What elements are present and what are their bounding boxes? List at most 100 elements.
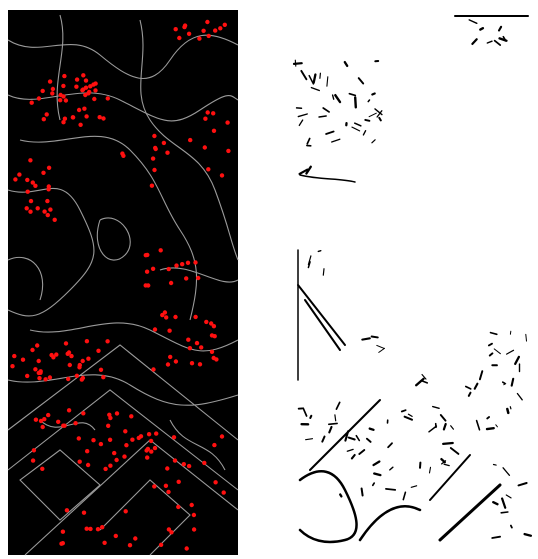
edge-fragment: [491, 535, 502, 539]
edge-fragment: [378, 116, 382, 122]
edge-fragment: [478, 370, 484, 381]
keypoint: [52, 217, 57, 222]
edge-fragment: [334, 93, 342, 104]
keypoint: [189, 502, 194, 508]
edge-fragment: [372, 460, 381, 467]
edge-fragment: [439, 414, 447, 422]
keypoint: [199, 345, 204, 350]
keypoint: [103, 466, 108, 472]
keypoint: [171, 435, 177, 440]
edge-fragment: [305, 438, 314, 441]
keypoint: [149, 449, 154, 454]
keypoint: [78, 122, 83, 128]
contour: [7, 187, 95, 317]
edge-fragment: [514, 355, 521, 366]
edge-fragment: [355, 434, 361, 442]
keypoint: [197, 36, 202, 41]
edge: [438, 483, 502, 542]
keypoint: [152, 327, 158, 332]
contour: [7, 34, 239, 79]
keypoint: [30, 347, 35, 353]
keypoint: [222, 22, 227, 27]
edge-fragment: [294, 59, 297, 67]
keypoint: [44, 112, 49, 117]
keypoint: [101, 375, 106, 380]
keypoint: [120, 151, 125, 156]
edge-fragment: [486, 416, 491, 420]
edge-fragment: [374, 108, 383, 116]
keypoint: [73, 421, 78, 426]
contour: [99, 479, 191, 556]
keypoint: [74, 77, 80, 82]
contour: [139, 19, 239, 261]
keypoint: [56, 419, 61, 424]
edge-fragment: [400, 409, 407, 413]
keypoint: [38, 418, 44, 424]
keypoint: [45, 198, 50, 204]
keypoint: [47, 79, 53, 84]
keypoint: [152, 484, 157, 489]
keypoint: [205, 110, 210, 115]
keypoint: [213, 480, 218, 485]
keypoint: [197, 362, 203, 367]
keypoint: [202, 460, 207, 466]
keypoint: [67, 362, 73, 368]
keypoint: [37, 376, 42, 381]
edge-fragment: [358, 449, 366, 455]
edge: [298, 470, 358, 544]
edge-fragment: [500, 511, 509, 514]
keypoint: [105, 339, 110, 344]
keypoint: [193, 314, 198, 320]
keypoint: [154, 431, 159, 436]
edge-fragment: [305, 165, 312, 175]
keypoint: [174, 263, 179, 268]
keypoint: [61, 83, 66, 89]
edge-fragment: [328, 425, 333, 434]
edge-fragment: [312, 73, 317, 84]
contour: [96, 217, 131, 261]
keypoint: [184, 546, 189, 551]
keypoint: [46, 184, 51, 189]
contour: [56, 14, 64, 121]
keypoint: [10, 364, 15, 369]
keypoint: [28, 158, 33, 163]
keypoint: [61, 120, 66, 125]
keypoint: [221, 490, 226, 495]
edge-fragment: [364, 118, 371, 122]
keypoint: [83, 92, 88, 98]
keypoint: [85, 449, 90, 454]
keypoint: [33, 367, 38, 372]
keypoint: [225, 120, 230, 125]
edge-fragment: [347, 436, 356, 441]
edge-fragment: [310, 86, 320, 92]
keypoint: [151, 367, 156, 372]
edge-fragment: [339, 493, 343, 498]
keypoint: [41, 170, 46, 175]
keypoint: [186, 337, 191, 342]
edge-fragment: [307, 261, 311, 269]
keypoint: [163, 483, 169, 488]
keypoint: [92, 96, 97, 102]
edge-fragment: [371, 482, 376, 487]
keypoint: [202, 145, 207, 150]
keypoint: [86, 356, 91, 361]
keypoint: [165, 150, 170, 155]
edge-fragments: [292, 19, 533, 539]
keypoint: [81, 510, 87, 515]
keypoint: [102, 540, 107, 545]
keypoint: [158, 542, 164, 547]
edge-fragment: [298, 168, 309, 175]
edge-fragment: [489, 331, 498, 336]
keypoint: [84, 526, 89, 531]
keypoint: [184, 276, 189, 281]
edge-fragment: [297, 113, 308, 118]
contour: [7, 256, 44, 301]
keypoint: [112, 450, 117, 456]
edge-fragment: [389, 466, 394, 471]
edge-fragment: [443, 463, 450, 467]
keypoint: [36, 96, 42, 101]
keypoint: [129, 414, 134, 419]
keypoint: [81, 411, 86, 416]
contour: [169, 419, 226, 471]
edge-fragment: [464, 385, 472, 390]
